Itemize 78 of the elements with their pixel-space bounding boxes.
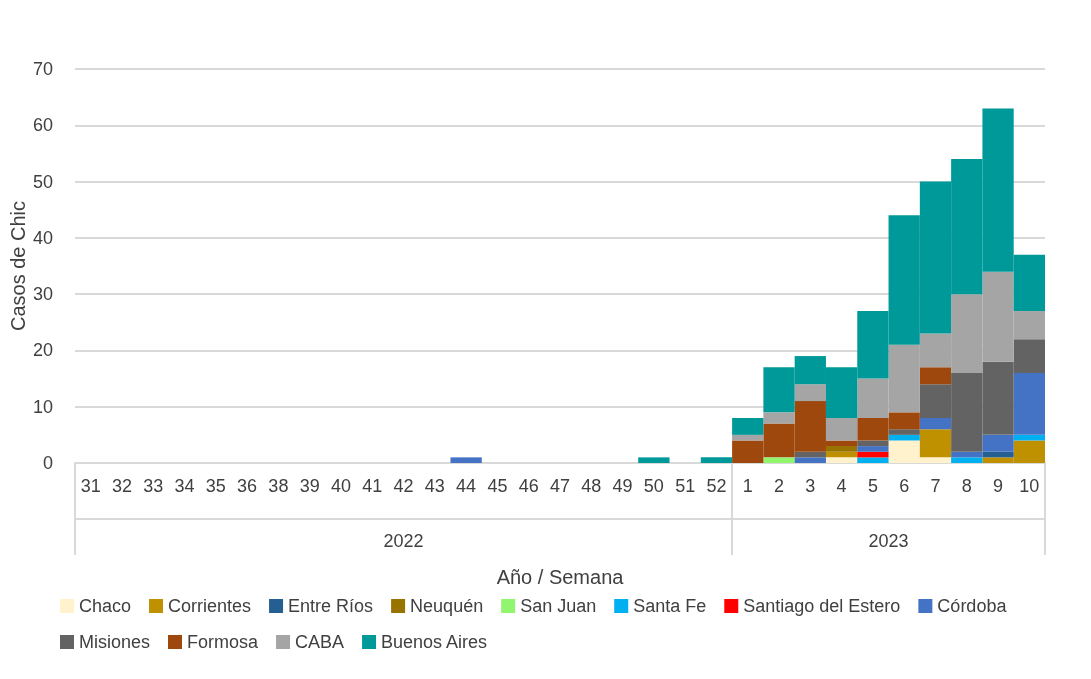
x-tick-label: 36 [237, 476, 258, 496]
bar [794, 457, 826, 463]
bar [919, 429, 952, 458]
legend-label: Corrientes [168, 596, 252, 616]
legend-label: Santiago del Estero [743, 596, 901, 616]
x-tick-label: 1 [742, 476, 753, 496]
x-tick-label: 35 [205, 476, 226, 496]
y-tick-label: 10 [32, 396, 53, 417]
legend-label: Chaco [79, 596, 132, 616]
x-tick-label: 9 [993, 476, 1004, 496]
text: 2022 [383, 531, 424, 551]
x-tick-label: 48 [581, 476, 602, 496]
legend-label: Buenos Aires [381, 632, 488, 652]
legend-label: San Juan [520, 596, 597, 616]
x-tick-label: 46 [518, 476, 539, 496]
x-tick-label: 45 [487, 476, 508, 496]
bar [763, 412, 795, 424]
x-tick-label: 41 [362, 476, 383, 496]
x-tick-label: 39 [299, 476, 320, 496]
x-tick-label: 51 [675, 476, 696, 496]
bar [982, 434, 1014, 452]
bar [982, 451, 1014, 458]
x-tick-label: 10 [1019, 476, 1040, 496]
y-tick-label: 20 [32, 340, 53, 361]
bar [888, 429, 920, 435]
legend-label: Misiones [79, 632, 151, 652]
bar [825, 457, 858, 463]
legend-label: Santa Fe [633, 596, 707, 616]
legend-label: Córdoba [937, 596, 1008, 616]
y-tick-label: 40 [32, 227, 53, 248]
x-tick-label: 2 [774, 476, 785, 496]
y-tick-label: 30 [32, 284, 53, 305]
legend-label: Neuquén [410, 596, 484, 616]
bar [1013, 372, 1045, 435]
x-tick-label: 34 [174, 476, 195, 496]
x-tick-label: 33 [143, 476, 164, 496]
x-tick-label: 43 [424, 476, 445, 496]
x-tick-label: 40 [330, 476, 351, 496]
bar [857, 446, 889, 452]
bar [732, 417, 764, 435]
x-tick-label: 38 [268, 476, 289, 496]
bar [919, 367, 952, 385]
y-tick-label: 60 [32, 115, 53, 136]
legend-label: Entre Ríos [288, 596, 374, 616]
legend-label: CABA [295, 632, 345, 652]
y-tick-label: 50 [32, 171, 53, 192]
bar [857, 440, 889, 447]
bar [857, 457, 889, 463]
text: 2023 [868, 531, 909, 551]
bar [700, 457, 733, 463]
x-tick-label: 31 [80, 476, 101, 496]
bar [825, 446, 858, 452]
x-tick-label: 50 [643, 476, 664, 496]
bar [825, 417, 858, 441]
bar [951, 457, 983, 463]
y-tick-label: 0 [42, 453, 53, 473]
x-tick-label: 49 [612, 476, 633, 496]
x-tick-label: 47 [549, 476, 571, 496]
x-tick-label: 42 [393, 476, 414, 496]
y-tick-label: 70 [32, 59, 53, 79]
x-axis-title: Año / Semana [496, 566, 625, 588]
bar [919, 417, 952, 430]
x-tick-label: 32 [111, 476, 132, 496]
x-tick-label: 4 [836, 476, 847, 496]
x-tick-label: 52 [706, 476, 727, 496]
bar [450, 457, 482, 463]
bar [638, 457, 670, 463]
legend-label: Formosa [187, 632, 260, 652]
x-tick-label: 5 [867, 476, 878, 496]
x-tick-label: 6 [899, 476, 910, 496]
x-tick-label: 44 [456, 476, 477, 496]
x-tick-label: 7 [930, 476, 941, 496]
bar [794, 384, 826, 402]
bar [857, 451, 889, 458]
y-axis-title: Casos de Chic [7, 200, 29, 332]
x-tick-label: 8 [961, 476, 972, 496]
bar [763, 457, 795, 463]
x-tick-label: 3 [805, 476, 816, 496]
